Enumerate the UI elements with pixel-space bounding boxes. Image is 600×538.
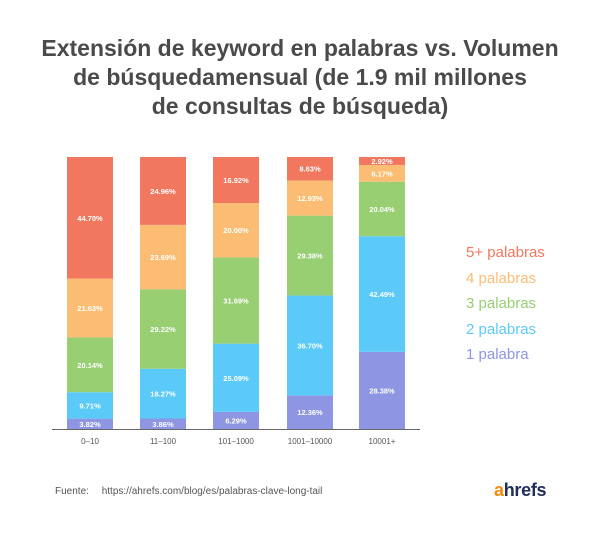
bar-data-label: 29.38% (297, 252, 323, 261)
stacked-bar-chart: 3.82% 9.71% 20.14% 21.63% 44.70% 0–10 3.86% 18.… (52, 157, 420, 446)
bar-stack-3: 12.36% 36.70% 29.38% 12.93% 8.63% (287, 157, 333, 429)
chart-title-line: Extensión de keyword en palabras vs. Vol… (41, 35, 559, 61)
chart-legend: 5+ palabras 4 palabras 3 palabras 2 pala… (466, 240, 545, 368)
bar-segment (67, 418, 113, 429)
legend-item-5-plus-palabras: 5+ palabras (466, 244, 545, 261)
bar-data-label: 20.14% (77, 361, 103, 370)
bar-segment (287, 395, 333, 429)
bar-segment (213, 257, 259, 344)
bar-data-label: 16.92% (223, 176, 249, 185)
bar-data-label: 6.17% (371, 169, 393, 178)
bar-segment (140, 224, 186, 290)
bar-segment (359, 157, 405, 165)
bar-segment (359, 164, 405, 182)
bar-data-label: 25.09% (223, 374, 249, 383)
chart-title-line: de consultas de búsqueda) (151, 93, 449, 119)
bar-data-label: 3.86% (152, 420, 174, 429)
x-tick-label: 101–1000 (218, 437, 254, 446)
logo-text: hrefs (503, 480, 547, 500)
bar-segment (287, 295, 333, 396)
x-tick-label: 1001–10000 (288, 437, 333, 446)
bar-segment (140, 289, 186, 369)
legend-item-4-palabras: 4 palabras (466, 269, 537, 287)
bar-data-label: 21.63% (77, 304, 103, 313)
bar-data-label: 3.82% (79, 420, 101, 429)
bar-data-label: 8.63% (299, 165, 321, 174)
x-tick-label: 11–100 (150, 437, 177, 446)
chart-title-line: de búsquedamensual (de 1.9 mil millones (73, 64, 527, 90)
x-tick-label: 0–10 (81, 437, 99, 446)
bar-segment (67, 392, 113, 419)
bar-data-label: 6.29% (225, 416, 247, 425)
bar-segment (140, 157, 186, 225)
legend-item-1-palabra: 1 palabra (466, 346, 529, 363)
bar-segment (287, 157, 333, 181)
bar-data-label: 29.22% (150, 325, 176, 334)
bar-segment (140, 418, 186, 429)
bar-segment (140, 368, 186, 419)
bar-stack-4: 28.38% 42.49% 20.04% 6.17% 2.92% (359, 157, 405, 429)
x-tick-label: 10001+ (369, 437, 396, 446)
legend-item-3-palabras: 3 palabras (466, 295, 537, 312)
bar-data-label: 20.00% (223, 226, 249, 235)
bar-segment (67, 157, 113, 279)
source-url: https://ahrefs.com/blog/es/palabras-clav… (101, 486, 323, 497)
bar-segment (359, 181, 405, 237)
bar-segment (287, 215, 333, 296)
bar-data-label: 24.96% (150, 187, 176, 196)
bar-segment (213, 411, 259, 429)
bar-stack-1: 3.86% 18.27% 29.22% 23.69% 24.96% (140, 157, 186, 429)
bar-data-label: 31.69% (223, 297, 249, 306)
chart-title: Extensión de keyword en palabras vs. Vol… (0, 34, 600, 121)
bar-data-label: 44.70% (77, 214, 103, 223)
bar-data-label: 23.69% (150, 253, 176, 262)
bar-data-label: 28.38% (369, 386, 395, 395)
bar-segment (213, 157, 259, 204)
bar-segment (359, 236, 405, 352)
bar-data-label: 20.04% (369, 205, 395, 214)
legend-item-2-palabras: 2 palabras (466, 320, 537, 338)
bar-segment (67, 337, 113, 393)
logo-letter-a: a (494, 480, 504, 500)
bar-data-label: 36.70% (297, 341, 323, 350)
bar-data-label: 12.36% (297, 408, 323, 417)
bar-segment (213, 203, 259, 258)
source-label: Fuente: (55, 486, 89, 497)
bar-segment (359, 351, 405, 429)
bar-data-label: 12.93% (297, 194, 323, 203)
bar-data-label: 2.92% (371, 157, 393, 166)
ahrefs-logo: ahrefs (494, 480, 547, 501)
bar-segment (213, 343, 259, 412)
bar-data-label: 42.49% (369, 290, 395, 299)
bar-stack-2: 6.29% 25.09% 31.69% 20.00% 16.92% (213, 157, 259, 429)
bar-stack-0: 3.82% 9.71% 20.14% 21.63% 44.70% (67, 157, 113, 429)
bar-segment (67, 278, 113, 338)
bar-segment (287, 180, 333, 216)
bar-data-label: 18.27% (150, 390, 176, 399)
bar-data-label: 9.71% (79, 401, 101, 410)
source-footer: Fuente: https://ahrefs.com/blog/es/palab… (55, 486, 322, 497)
